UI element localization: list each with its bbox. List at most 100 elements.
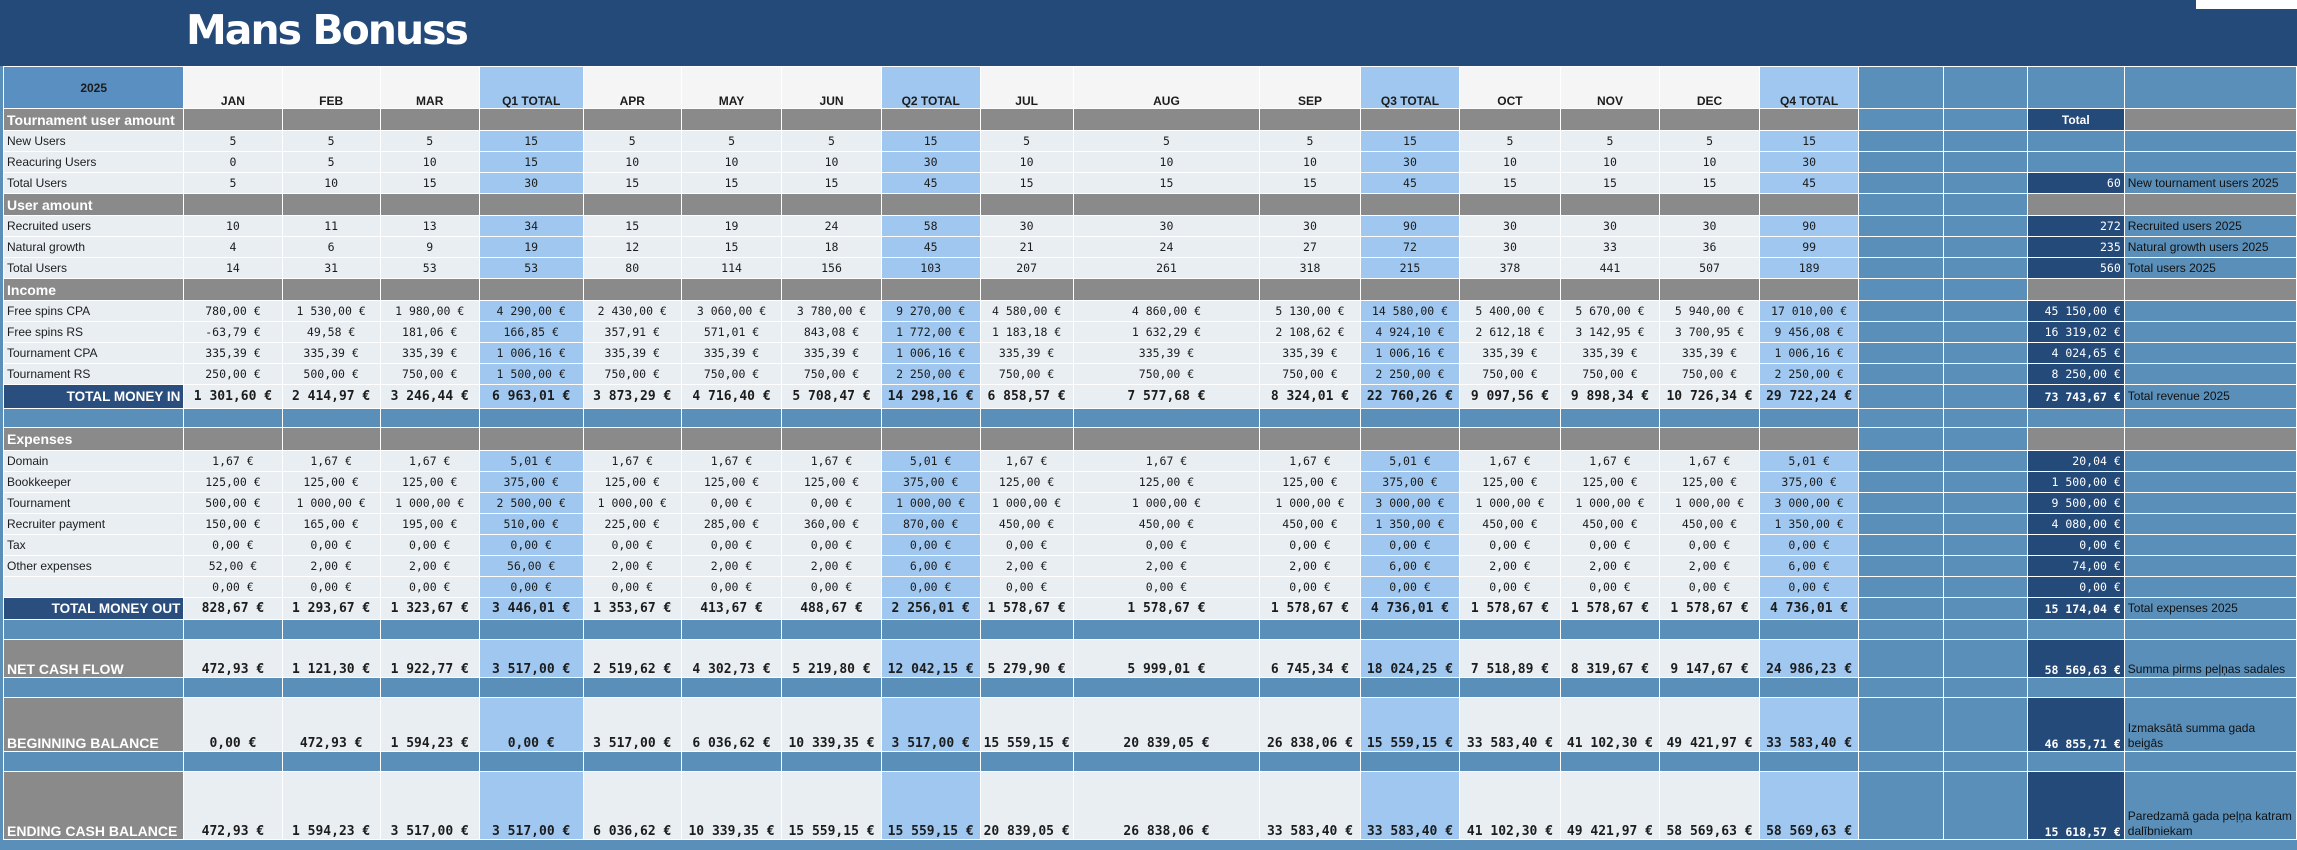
gap-cell[interactable] — [1459, 751, 1561, 772]
cell-domain[interactable]: 1,67 € — [1459, 450, 1561, 472]
cell-total_users[interactable]: 378 — [1459, 257, 1561, 279]
gap-cell[interactable] — [781, 619, 882, 640]
cell-begin[interactable]: 26 838,06 € — [1259, 697, 1361, 752]
cell-end[interactable]: 3 517,00 € — [478, 771, 584, 840]
cell-bookkeeper[interactable]: 375,00 € — [478, 471, 584, 493]
row-label-natural[interactable]: Natural growth — [2, 236, 185, 258]
cell-blank[interactable]: 0,00 € — [979, 576, 1074, 598]
spacer-cell[interactable] — [1858, 597, 1944, 620]
section-fill[interactable] — [379, 193, 480, 216]
cell-reacuring_users[interactable]: 10 — [781, 151, 882, 173]
row-label-begin[interactable]: BEGINNING BALANCE — [2, 697, 185, 752]
gap-cell[interactable] — [1659, 619, 1760, 640]
gap-cell[interactable] — [880, 619, 981, 640]
spacer-cell[interactable] — [1942, 450, 2028, 472]
cell-blank[interactable]: 0,00 € — [1758, 576, 1860, 598]
cell-other[interactable]: 2,00 € — [281, 555, 381, 577]
cell-money_in[interactable]: 29 722,24 € — [1758, 384, 1860, 409]
cell-reacuring_users[interactable]: 30 — [1758, 151, 1860, 173]
cell-begin[interactable]: 15 559,15 € — [1359, 697, 1461, 752]
cell-bookkeeper[interactable]: 125,00 € — [1659, 471, 1760, 493]
cell-fs_cpa[interactable]: 4 290,00 € — [478, 300, 584, 322]
cell-t_cpa[interactable]: 335,39 € — [979, 342, 1074, 364]
total-bookkeeper[interactable]: 1 500,00 € — [2026, 471, 2125, 493]
gap-cell[interactable] — [1459, 408, 1561, 428]
cell-recruiter[interactable]: 450,00 € — [1659, 513, 1760, 535]
section-fill[interactable] — [880, 427, 981, 451]
cell-money_out[interactable]: 1 578,67 € — [1459, 597, 1561, 620]
cell-tournament[interactable]: 500,00 € — [183, 492, 283, 514]
gap-cell[interactable] — [880, 751, 981, 772]
section-fill[interactable] — [379, 427, 480, 451]
cell-other[interactable]: 6,00 € — [880, 555, 981, 577]
gap-cell[interactable] — [478, 677, 584, 698]
section-fill[interactable] — [979, 108, 1074, 131]
cell-fs_rs[interactable]: -63,79 € — [183, 321, 283, 343]
gap-cell[interactable] — [478, 408, 584, 428]
section-header-users[interactable]: User amount — [2, 193, 185, 216]
gap-cell[interactable] — [1942, 408, 2028, 428]
gap-cell[interactable] — [1559, 408, 1661, 428]
cell-money_in[interactable]: 6 858,57 € — [979, 384, 1074, 409]
cell-new_users[interactable]: 5 — [781, 130, 882, 152]
cell-recruited[interactable]: 90 — [1359, 215, 1461, 237]
cell-natural[interactable]: 18 — [781, 236, 882, 258]
cell-new_users[interactable]: 15 — [880, 130, 981, 152]
cell-end[interactable]: 15 559,15 € — [781, 771, 882, 840]
gap-cell[interactable] — [1359, 677, 1461, 698]
cell-total_users_t[interactable]: 10 — [281, 172, 381, 194]
cell-natural[interactable]: 33 — [1559, 236, 1661, 258]
cell-total_users[interactable]: 507 — [1659, 257, 1760, 279]
spacer-cell[interactable] — [1858, 492, 1944, 514]
row-label-new_users[interactable]: New Users — [2, 130, 185, 152]
spacer-cell[interactable] — [1858, 513, 1944, 535]
spacer-cell[interactable] — [1942, 278, 2028, 301]
section-fill[interactable] — [781, 278, 882, 301]
cell-t_rs[interactable]: 750,00 € — [582, 363, 682, 385]
section-fill[interactable] — [2026, 193, 2125, 216]
cell-reacuring_users[interactable]: 0 — [183, 151, 283, 173]
cell-bookkeeper[interactable]: 375,00 € — [880, 471, 981, 493]
cell-blank[interactable]: 0,00 € — [183, 576, 283, 598]
spacer-cell[interactable] — [2123, 66, 2297, 109]
section-fill[interactable] — [1359, 108, 1461, 131]
spacer-cell[interactable] — [1942, 555, 2028, 577]
cell-money_out[interactable]: 1 578,67 € — [1559, 597, 1661, 620]
section-fill[interactable] — [880, 193, 981, 216]
spacer-cell[interactable] — [1942, 513, 2028, 535]
total-end[interactable]: 15 618,57 € — [2026, 771, 2125, 840]
gap-cell[interactable] — [1659, 677, 1760, 698]
cell-begin[interactable]: 3 517,00 € — [880, 697, 981, 752]
cell-blank[interactable]: 0,00 € — [1359, 576, 1461, 598]
cell-recruited[interactable]: 90 — [1758, 215, 1860, 237]
cell-t_rs[interactable]: 750,00 € — [1559, 363, 1661, 385]
cell-net[interactable]: 1 922,77 € — [379, 639, 480, 678]
gap-cell[interactable] — [2, 619, 185, 640]
section-fill[interactable] — [1072, 108, 1261, 131]
spacer-cell[interactable] — [1942, 384, 2028, 409]
total-tax[interactable]: 0,00 € — [2026, 534, 2125, 556]
cell-recruited[interactable]: 10 — [183, 215, 283, 237]
gap-cell[interactable] — [1559, 751, 1661, 772]
row-label-total_users[interactable]: Total Users — [2, 257, 185, 279]
cell-tax[interactable]: 0,00 € — [880, 534, 981, 556]
gap-cell[interactable] — [781, 751, 882, 772]
cell-tournament[interactable]: 1 000,00 € — [1659, 492, 1760, 514]
section-fill[interactable] — [582, 108, 682, 131]
cell-other[interactable]: 2,00 € — [680, 555, 783, 577]
month-header[interactable]: OCT — [1459, 66, 1561, 109]
cell-recruiter[interactable]: 195,00 € — [379, 513, 480, 535]
section-fill[interactable] — [1758, 108, 1860, 131]
cell-reacuring_users[interactable]: 10 — [1072, 151, 1261, 173]
cell-t_cpa[interactable]: 335,39 € — [582, 342, 682, 364]
section-fill[interactable] — [979, 427, 1074, 451]
cell-net[interactable]: 3 517,00 € — [478, 639, 584, 678]
gap-cell[interactable] — [880, 408, 981, 428]
total-empty[interactable] — [2026, 151, 2125, 173]
spacer-cell[interactable] — [1858, 321, 1944, 343]
total-money_in[interactable]: 73 743,67 € — [2026, 384, 2125, 409]
cell-recruiter[interactable]: 450,00 € — [1559, 513, 1661, 535]
month-header[interactable]: NOV — [1559, 66, 1661, 109]
cell-t_cpa[interactable]: 335,39 € — [281, 342, 381, 364]
cell-end[interactable]: 33 583,40 € — [1259, 771, 1361, 840]
